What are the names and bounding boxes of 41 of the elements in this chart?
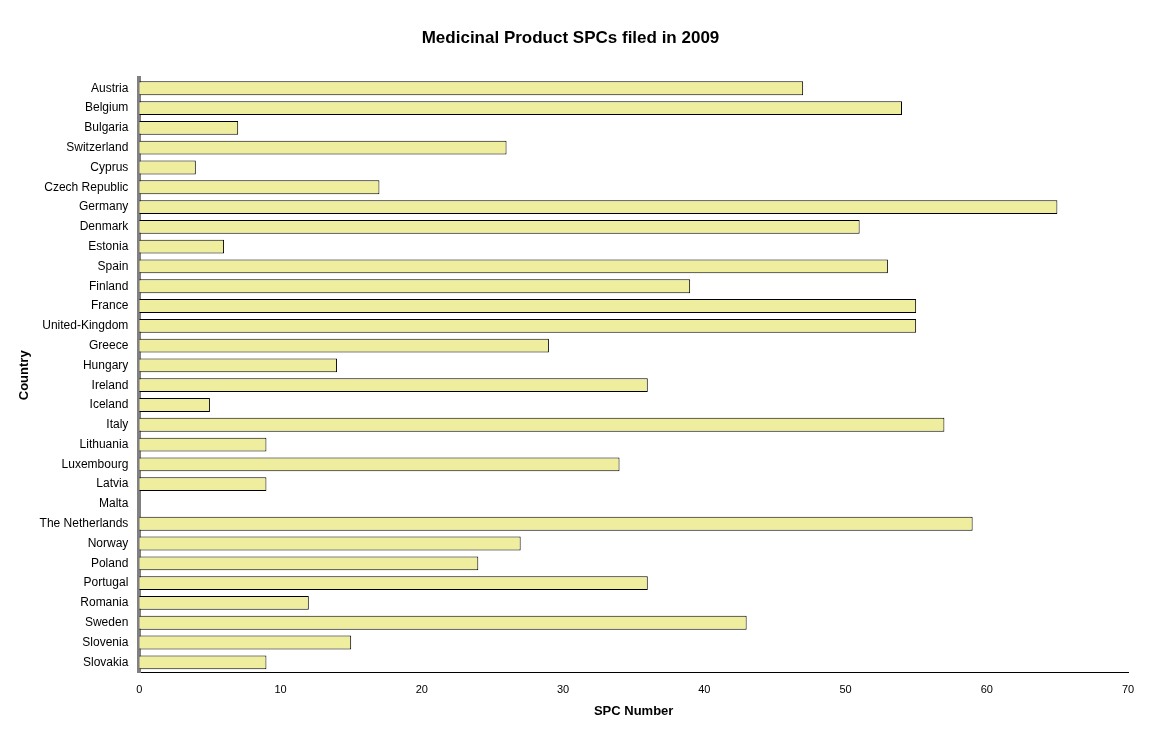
y-tick-label: Iceland	[89, 397, 129, 412]
y-tick-label: Ireland	[91, 377, 129, 392]
y-tick-label: Luxembourg	[61, 456, 129, 471]
y-tick-label: Germany	[78, 199, 129, 214]
y-tick-label: Bulgaria	[84, 120, 129, 135]
y-tick-label: Latvia	[96, 476, 129, 491]
y-tick-label: The Netherlands	[39, 516, 129, 531]
y-tick-label: France	[90, 298, 129, 313]
y-tick-label: Norway	[87, 535, 129, 550]
y-tick-label: Greece	[88, 337, 129, 352]
y-tick-label: Slovakia	[82, 654, 129, 669]
y-tick-label: Slovenia	[82, 634, 129, 649]
x-tick-label: 50	[839, 682, 852, 695]
y-tick-label: Switzerland	[66, 139, 129, 154]
y-tick-label: Finland	[88, 278, 129, 293]
x-tick-label: 30	[556, 682, 570, 695]
y-tick-label: Czech Republic	[44, 179, 129, 194]
y-tick-label: Malta	[98, 496, 129, 511]
x-tick-label: 60	[980, 682, 993, 695]
x-axis-title: SPC Number	[593, 702, 674, 718]
y-tick-label: Italy	[106, 417, 129, 432]
y-tick-label: Portugal	[83, 575, 129, 590]
y-tick-label: Austria	[90, 80, 129, 95]
chart-title: Medicinal Product SPCs filed in 2009	[421, 27, 720, 47]
y-tick-label: Belgium	[84, 100, 129, 115]
x-tick-label: 10	[274, 682, 287, 695]
y-tick-label: Cyprus	[90, 159, 129, 174]
y-tick-label: Estonia	[88, 238, 129, 253]
y-tick-label: Hungary	[82, 357, 129, 372]
x-tick-label: 40	[698, 682, 711, 695]
y-tick-label: Romania	[80, 595, 129, 610]
y-tick-label: Sweden	[84, 615, 129, 630]
x-tick-label: 0	[136, 682, 143, 695]
y-axis-title: Country	[16, 349, 32, 401]
y-tick-label: United-Kingdom	[42, 318, 129, 333]
x-tick-label: 70	[1121, 682, 1135, 695]
x-tick-label: 20	[415, 682, 428, 695]
y-tick-label: Spain	[97, 258, 129, 273]
y-tick-label: Denmark	[79, 219, 130, 234]
y-tick-label: Poland	[90, 555, 129, 570]
y-tick-label: Lithuania	[79, 436, 129, 451]
